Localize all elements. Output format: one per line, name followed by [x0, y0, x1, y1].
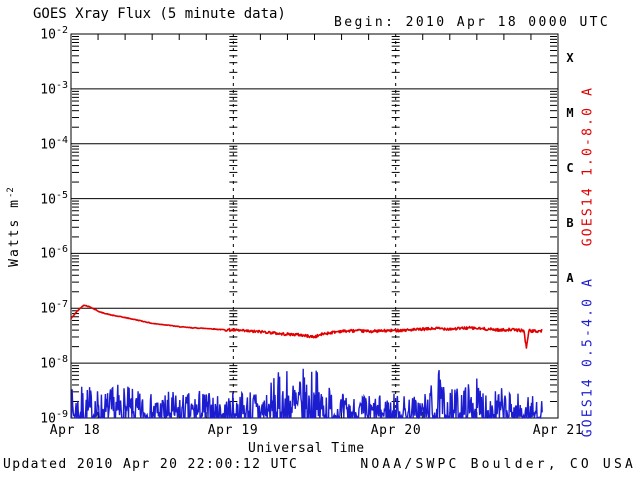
x-tick-label-apr20: Apr 20 — [370, 423, 422, 438]
y-tick-label-1e-4: 10-4 — [40, 134, 68, 153]
begin-time-label: Begin: 2010 Apr 18 0000 UTC — [334, 15, 611, 30]
x-axis-title: Universal Time — [248, 441, 365, 456]
x-tick-label-apr18: Apr 18 — [49, 423, 101, 438]
y-tick-label-1e-5: 10-5 — [40, 189, 68, 207]
short-channel-label: GOES14 0.5-4.0 A — [580, 276, 596, 438]
y-tick-label-1e-8: 10-8 — [40, 354, 68, 372]
long-channel-label: GOES14 1.0-8.0 A — [580, 85, 596, 247]
flux-class-letter-c: C — [566, 161, 574, 176]
flux-class-letter-m: M — [566, 106, 574, 121]
y-tick-label-1e-9: 10-9 — [40, 409, 68, 427]
y-tick-label-1e-2: 10-2 — [40, 25, 68, 43]
page-title: GOES Xray Flux (5 minute data) — [33, 6, 286, 22]
y-tick-label-1e-3: 10-3 — [40, 79, 68, 98]
y-tick-label-1e-6: 10-6 — [40, 244, 68, 262]
y-tick-label-1e-7: 10-7 — [40, 299, 68, 317]
flux-class-letter-a: A — [566, 270, 574, 285]
x-tick-label-apr19: Apr 19 — [207, 423, 259, 438]
flux-class-letter-b: B — [566, 216, 574, 230]
agency-label: NOAA/SWPC Boulder, CO USA — [360, 457, 636, 472]
flux-class-letter-x: X — [566, 51, 574, 66]
updated-timestamp: Updated 2010 Apr 20 22:00:12 UTC — [3, 457, 299, 472]
x-tick-label-apr21: Apr 21 — [532, 423, 584, 438]
